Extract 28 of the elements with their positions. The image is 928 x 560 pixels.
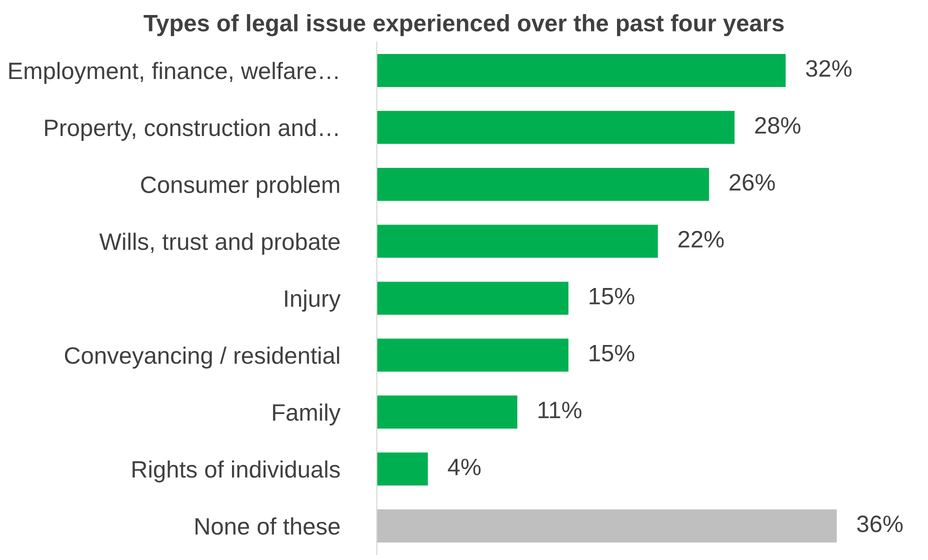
bar — [376, 282, 568, 315]
bar — [376, 224, 658, 258]
y-tick-label: Property, construction and… — [45, 118, 338, 141]
y-tick-label: Conveyancing / residential — [64, 346, 340, 369]
bar — [376, 396, 518, 429]
data-label: 26% — [730, 174, 775, 191]
data-label: 15% — [590, 344, 634, 362]
data-label: 28% — [755, 117, 800, 134]
y-tick-label: Wills, trust and probate — [99, 232, 340, 255]
y-tick-label: Employment, finance, welfare… — [9, 62, 338, 84]
chart-title: Types of legal issue experienced over the past four years — [144, 14, 784, 36]
bar — [376, 168, 709, 201]
data-label: 36% — [857, 516, 903, 532]
data-label: 4% — [448, 458, 481, 476]
y-tick-label: Family — [273, 404, 341, 426]
y-tick-label: Injury — [285, 290, 341, 312]
bar — [376, 338, 568, 372]
data-label: 15% — [590, 288, 634, 305]
data-label: 22% — [678, 230, 724, 248]
bar — [376, 452, 428, 486]
y-tick-label: Consumer problem — [141, 176, 340, 198]
data-label: 32% — [806, 60, 852, 77]
data-label: 11% — [538, 402, 582, 418]
y-tick-label: Rights of individuals — [132, 460, 340, 482]
bar — [376, 54, 786, 87]
bar — [376, 509, 837, 542]
y-tick-label: None of these — [196, 517, 340, 535]
bar — [376, 110, 735, 144]
